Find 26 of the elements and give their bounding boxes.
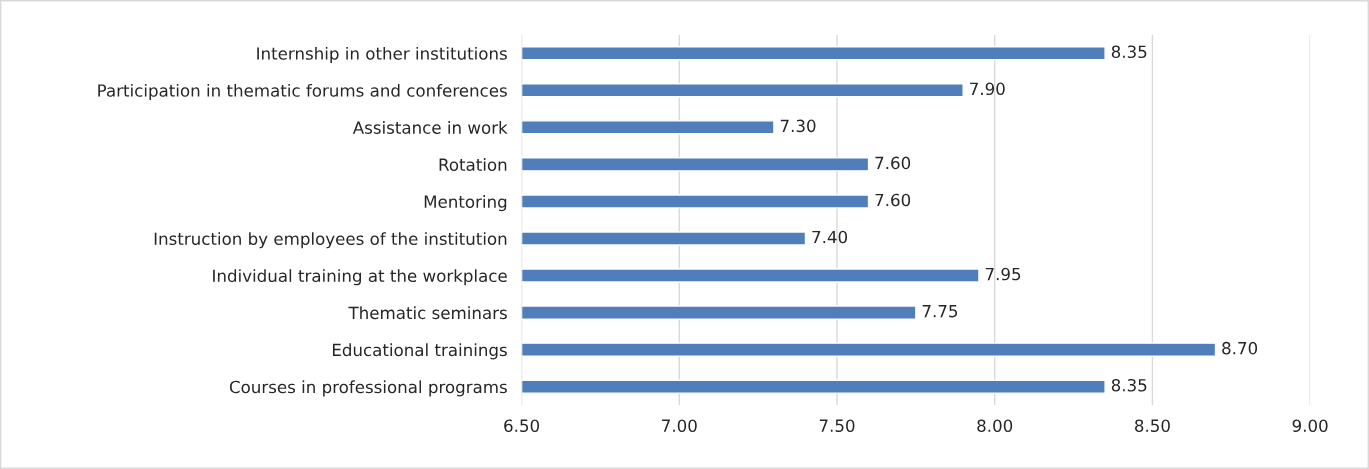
x-tick-label: 6.50 bbox=[504, 419, 540, 433]
data-label: 7.90 bbox=[970, 82, 1005, 96]
data-label: 7.60 bbox=[875, 193, 911, 207]
data-label: 8.35 bbox=[1111, 378, 1147, 392]
y-tick-label: Mentoring bbox=[424, 195, 507, 212]
y-tick-label: Participation in thematic forums and conferences bbox=[98, 83, 507, 101]
data-label: 7.40 bbox=[812, 230, 848, 244]
data-label: 7.30 bbox=[780, 119, 816, 133]
y-tick-label: Internship in other institutions bbox=[257, 46, 507, 64]
data-label: 8.70 bbox=[1222, 341, 1258, 355]
y-tick-label: Instruction by employees of the institution bbox=[154, 232, 507, 249]
x-tick-label: 7.50 bbox=[819, 419, 855, 433]
x-tick-label: 8.50 bbox=[1135, 419, 1170, 433]
x-tick-label: 9.00 bbox=[1292, 419, 1328, 433]
data-label: 8.35 bbox=[1111, 45, 1147, 59]
y-tick-label: Educational trainings bbox=[332, 343, 507, 360]
y-tick-label: Thematic seminars bbox=[348, 306, 507, 320]
y-tick-label: Courses in professional programs bbox=[229, 380, 507, 397]
y-tick-label: Assistance in work bbox=[352, 121, 508, 134]
x-tick-label: 8.00 bbox=[977, 419, 1013, 433]
y-tick-label: Individual training at the workplace bbox=[213, 269, 507, 286]
data-label: 7.95 bbox=[985, 267, 1021, 281]
data-label: 7.60 bbox=[875, 156, 911, 170]
x-tick-label: 7.00 bbox=[662, 419, 697, 433]
y-tick-label: Rotation bbox=[439, 158, 507, 171]
data-label: 7.75 bbox=[922, 305, 958, 318]
